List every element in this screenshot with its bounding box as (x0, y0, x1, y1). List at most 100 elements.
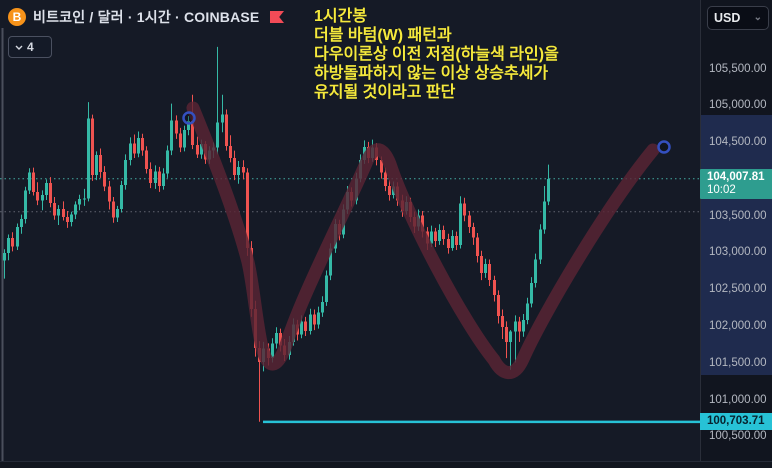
flag-icon[interactable] (270, 11, 285, 23)
price-tick-label: 103,000.00 (709, 246, 767, 259)
candle (384, 167, 387, 192)
bitcoin-icon: B (8, 8, 26, 26)
candle (124, 154, 127, 190)
price-tick-label: 103,500.00 (709, 209, 767, 222)
candle (116, 205, 119, 223)
candle (442, 225, 445, 245)
candle (99, 148, 102, 178)
candle (216, 46, 219, 155)
time-axis-strip[interactable] (0, 461, 772, 468)
candle (438, 224, 441, 245)
bar-countdown: 10:02 (707, 183, 736, 196)
candle (543, 185, 546, 234)
candle (45, 179, 48, 200)
candle (501, 309, 504, 339)
candle (463, 197, 466, 222)
candle (313, 309, 316, 331)
candle (242, 160, 245, 180)
candle (41, 190, 44, 211)
price-axis[interactable]: 105,500.00 105,000.00 104,500.00 103,500.00… (700, 0, 772, 468)
candle (221, 94, 224, 133)
candle (129, 137, 132, 166)
indicators-collapse-button[interactable]: 4 (8, 36, 52, 58)
candle (518, 316, 521, 342)
candle (145, 146, 148, 174)
hline-price-label: 100,703.71 (700, 413, 772, 431)
candle (28, 168, 31, 195)
price-tick-label: 105,500.00 (709, 62, 767, 75)
candle (16, 223, 19, 250)
candle (196, 136, 199, 159)
candle (434, 227, 437, 248)
candlestick-chart[interactable] (0, 0, 700, 468)
price-tick-label: 104,500.00 (709, 136, 767, 149)
candle (83, 188, 86, 206)
candle (66, 210, 69, 228)
candle (3, 249, 6, 279)
candle (170, 103, 173, 156)
current-price-label: 104,007.81 10:02 (700, 168, 772, 199)
candle (229, 135, 232, 163)
chevron-down-icon: ⌄ (753, 12, 762, 23)
candle (162, 168, 165, 190)
candle (133, 134, 136, 159)
circle-marker (182, 111, 196, 125)
candle (455, 231, 458, 250)
candle (7, 234, 10, 261)
candle (309, 308, 312, 335)
candle (484, 258, 487, 278)
circle-marker (657, 140, 671, 154)
price-tick-label: 101,000.00 (709, 393, 767, 406)
candle (120, 180, 123, 213)
candle (103, 166, 106, 192)
annotation-line: 하방돌파하지 않는 이상 상승추세가 (314, 65, 549, 82)
candle (321, 296, 324, 317)
candle (225, 109, 228, 151)
candle (530, 277, 533, 308)
candle (137, 131, 140, 158)
candle (233, 150, 236, 181)
candle (493, 275, 496, 302)
currency-toggle-button[interactable]: USD ⌄ (707, 6, 769, 30)
candle (70, 211, 73, 227)
candle (539, 224, 542, 264)
price-tick-label: 101,500.00 (709, 356, 767, 369)
candle (32, 167, 35, 196)
candle (547, 164, 550, 206)
candle (480, 250, 483, 281)
candle (459, 196, 462, 249)
annotation-line: 유지될 것이라고 판단 (314, 84, 456, 101)
currency-label: USD (714, 11, 741, 25)
candle (95, 151, 98, 181)
candle (275, 327, 278, 349)
candle (166, 145, 169, 178)
candle (388, 180, 391, 201)
candle (36, 182, 39, 206)
candle (112, 196, 115, 223)
candle (149, 162, 152, 189)
candle (522, 313, 525, 337)
candle (78, 194, 81, 211)
indicator-count: 4 (27, 40, 34, 54)
candle (514, 315, 517, 363)
candle (108, 180, 111, 210)
price-tick-label: 102,000.00 (709, 319, 767, 332)
candle (141, 133, 144, 156)
candle (317, 306, 320, 329)
candle (526, 297, 529, 325)
candle (57, 205, 60, 225)
candle (497, 290, 500, 324)
candle (53, 196, 56, 220)
candle (509, 330, 512, 370)
candle (11, 232, 14, 252)
candle (472, 222, 475, 245)
candle (175, 115, 178, 139)
candle (468, 210, 471, 234)
symbol-header: B 비트코인 / 달러 · 1시간 · COINBASE (8, 6, 285, 28)
price-tick-label: 105,000.00 (709, 99, 767, 112)
candle (179, 127, 182, 153)
symbol-title[interactable]: 비트코인 / 달러 · 1시간 · COINBASE (33, 9, 260, 25)
price-tick-label: 102,500.00 (709, 283, 767, 296)
candle (447, 233, 450, 254)
